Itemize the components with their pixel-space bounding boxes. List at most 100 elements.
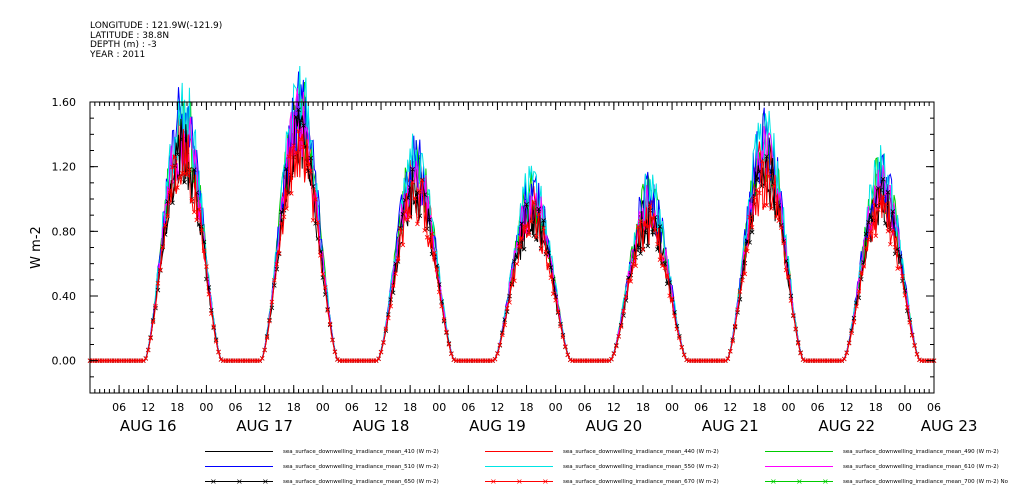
x-tick-label: 06: [694, 401, 708, 414]
series-marker: [184, 172, 190, 178]
series-marker: [313, 221, 318, 226]
legend-label: sea_surface_downwelling_irradiance_mean_…: [283, 449, 439, 455]
series-marker: [296, 128, 301, 134]
series-marker: [754, 177, 760, 183]
series-marker: [218, 357, 224, 362]
series-marker: [536, 206, 541, 212]
legend-swatch: [205, 466, 273, 467]
longitude-text: LONGITUDE : 121.9W(-121.9): [90, 21, 223, 31]
series-marker: [512, 278, 517, 284]
series-marker: [308, 168, 313, 174]
series-marker: [259, 356, 265, 361]
series-marker: [327, 321, 333, 327]
legend-label: sea_surface_downwelling_irradiance_mean_…: [563, 479, 719, 485]
series-marker: [533, 234, 539, 240]
series-line-5: [90, 65, 934, 362]
series-marker: [866, 237, 871, 242]
series-marker: [868, 228, 874, 234]
legend-label: sea_surface_downwelling_irradiance_mean_…: [283, 464, 439, 470]
series-marker: [429, 231, 435, 237]
series-marker: [516, 243, 522, 249]
series-marker: [769, 206, 774, 211]
series-marker: [885, 190, 891, 195]
series-marker: [325, 308, 330, 313]
series-marker: [373, 358, 379, 363]
series-marker: [638, 251, 643, 256]
y-tick-label: 0.40: [52, 290, 77, 303]
series-marker: [320, 271, 326, 277]
series-marker: [192, 209, 197, 215]
series-marker: [681, 352, 687, 358]
series-marker: [546, 261, 551, 267]
series-marker: [657, 257, 663, 262]
series-marker: [160, 244, 166, 250]
series-marker: [504, 306, 510, 311]
day-label: AUG 21: [702, 417, 759, 435]
series-marker: [863, 231, 869, 237]
x-tick-label: 18: [520, 401, 534, 414]
series-marker: [529, 219, 534, 225]
series-marker: [735, 307, 740, 313]
series-marker: [524, 223, 529, 229]
series-marker: [182, 171, 187, 177]
series-marker: [783, 267, 789, 273]
series-marker: [400, 242, 406, 248]
series-marker: [422, 228, 427, 233]
series-marker: [432, 250, 437, 256]
irradiance-chart: 0.00 0.40 0.80 1.20 1.60 06 12 18 00 06 12 18 00 06 12…: [29, 65, 978, 435]
series-marker: [669, 296, 675, 301]
x-tick-label: 00: [316, 401, 330, 414]
series-marker: [679, 344, 685, 350]
series-marker: [917, 357, 922, 363]
series-marker: [189, 197, 195, 202]
series-marker: [162, 232, 168, 237]
series-marker: [410, 179, 415, 185]
series-marker: [407, 215, 413, 220]
series-marker: [262, 347, 267, 353]
series-marker: [640, 247, 646, 253]
series-marker: [558, 323, 563, 329]
series-marker: [858, 270, 864, 275]
series-marker: [276, 250, 282, 256]
series-marker: [162, 223, 168, 228]
series-marker: [754, 187, 760, 193]
series-marker: [861, 263, 866, 269]
series-marker: [907, 320, 913, 325]
plot-frame: [89, 101, 935, 394]
series-marker: [650, 215, 655, 221]
day-label: AUG 17: [236, 417, 293, 435]
series-marker: [798, 350, 803, 356]
series-marker: [199, 227, 204, 233]
series-marker: [495, 351, 500, 356]
series-marker: [621, 308, 626, 314]
y-tick-label: 1.20: [52, 161, 77, 174]
series-marker: [652, 227, 658, 233]
series-marker: [638, 218, 643, 224]
series-marker: [182, 179, 187, 185]
series-marker: [403, 209, 408, 215]
series-marker: [900, 273, 905, 279]
series-marker: [524, 201, 529, 207]
series-marker: [621, 313, 626, 318]
series-marker: [308, 155, 313, 161]
series-marker: [274, 261, 280, 267]
series-marker: [909, 333, 915, 338]
series-marker: [541, 225, 546, 231]
series-marker: [264, 335, 270, 340]
series-marker: [208, 311, 214, 316]
series-marker: [279, 209, 284, 215]
series-marker: [170, 164, 175, 170]
x-tick-label: 00: [781, 401, 795, 414]
series-marker: [895, 266, 900, 271]
series-marker: [880, 194, 886, 199]
series-marker: [752, 195, 757, 200]
series-marker: [856, 288, 862, 294]
legend-swatch: [485, 481, 553, 482]
series-marker: [419, 177, 425, 183]
x-tick-label: 18: [403, 401, 417, 414]
series-marker: [301, 123, 306, 128]
series-marker: [747, 214, 752, 220]
x-tick-label: 06: [578, 401, 592, 414]
series-marker: [555, 309, 561, 314]
axis-layer: 0.00 0.40 0.80 1.20 1.60 06 12 18 00 06 12 18 00 06 12…: [52, 96, 978, 435]
